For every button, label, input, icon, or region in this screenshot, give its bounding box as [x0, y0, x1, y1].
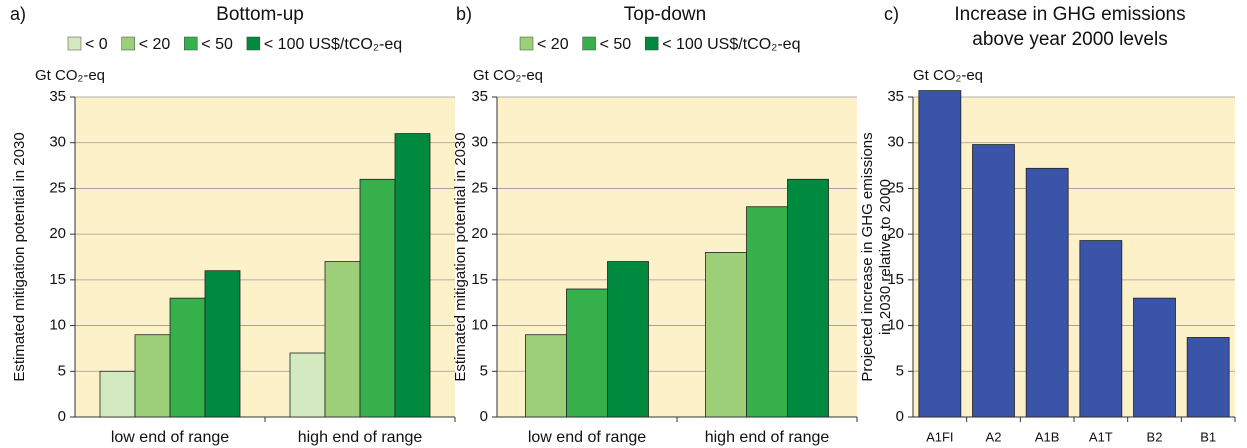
x-tick-label: A1T: [1089, 429, 1113, 444]
bar: [1186, 337, 1230, 418]
y-tick-label: 25: [49, 179, 66, 196]
bar: [99, 370, 136, 418]
bar: [359, 178, 396, 418]
y-tick-label: 35: [49, 88, 66, 105]
y-tick-label: 0: [480, 408, 488, 425]
legend-swatch: [246, 36, 261, 51]
x-tick-label: high end of range: [298, 429, 423, 446]
y-tick-label: 35: [887, 88, 904, 105]
y-tick-label: 30: [887, 134, 904, 151]
y-tick-label: 15: [471, 271, 488, 288]
y-tick-label: 0: [896, 408, 904, 425]
unit-label: Gt CO₂-eq: [913, 67, 983, 84]
y-tick-label: 10: [49, 317, 66, 334]
bar: [972, 144, 1015, 418]
bar: [394, 133, 431, 418]
legend-swatch: [184, 36, 198, 51]
bar: [204, 270, 241, 418]
x-tick-label: high end of range: [705, 429, 830, 446]
bar: [324, 261, 361, 418]
bar: [607, 261, 649, 418]
y-axis-label: Estimated mitigation potential in 2030: [11, 132, 28, 381]
y-tick-label: 5: [480, 362, 488, 379]
y-tick-label: 5: [896, 362, 904, 379]
bar: [746, 206, 788, 418]
legend-label: < 20: [139, 36, 171, 53]
y-tick-label: 20: [471, 225, 488, 242]
x-tick-label: A2: [986, 429, 1002, 444]
x-tick-label: low end of range: [528, 429, 646, 446]
chart-title: Increase in GHG emissions: [954, 4, 1185, 25]
legend-label: < 50: [600, 36, 632, 53]
x-tick-label: B1: [1200, 429, 1216, 444]
y-tick-label: 30: [49, 134, 66, 151]
bar: [525, 334, 567, 418]
y-axis-label: Estimated mitigation potential in 2030: [452, 132, 469, 381]
y-tick-label: 25: [887, 179, 904, 196]
y-tick-label: 0: [58, 408, 66, 425]
bar: [1133, 297, 1176, 418]
legend-label: < 0: [85, 36, 108, 53]
y-tick-label: 25: [471, 179, 488, 196]
y-tick-label: 35: [471, 88, 488, 105]
y-axis-label: Projected increase in GHG emissions: [859, 132, 876, 381]
x-tick-label: B2: [1147, 429, 1163, 444]
bar: [705, 252, 747, 418]
legend-label: < 20: [537, 36, 569, 53]
x-tick-label: A1B: [1035, 429, 1060, 444]
legend-swatch: [644, 36, 659, 51]
legend-swatch: [519, 36, 534, 51]
legend-label: < 100 US$/tCO₂-eq: [264, 36, 402, 53]
bar: [1025, 167, 1069, 418]
bar: [1079, 240, 1123, 418]
unit-label: Gt CO₂-eq: [35, 67, 105, 84]
bar: [169, 297, 206, 418]
unit-label: Gt CO₂-eq: [473, 67, 543, 84]
legend-swatch: [121, 36, 135, 51]
chart-title: Top-down: [624, 4, 706, 25]
y-tick-label: 20: [887, 225, 904, 242]
x-tick-label: A1FI: [926, 429, 953, 444]
plot-background: [913, 97, 1235, 417]
chart-title: Bottom-up: [216, 4, 304, 25]
bar: [787, 178, 829, 418]
bar: [134, 334, 171, 418]
y-tick-label: 30: [471, 134, 488, 151]
y-tick-label: 15: [887, 271, 904, 288]
panel-label: c): [884, 4, 899, 24]
x-tick-label: low end of range: [111, 429, 229, 446]
panel-label: b): [456, 4, 472, 24]
bar: [918, 90, 962, 418]
panel-label: a): [10, 4, 26, 24]
y-tick-label: 5: [58, 362, 66, 379]
legend-swatch: [582, 36, 596, 51]
y-axis-label: in 2030 relative to 2000: [877, 179, 894, 335]
legend-label: < 50: [201, 36, 233, 53]
chart-title: above year 2000 levels: [972, 29, 1167, 50]
y-tick-label: 15: [49, 271, 66, 288]
bar: [566, 288, 608, 418]
y-tick-label: 10: [471, 317, 488, 334]
legend-label: < 100 US$/tCO₂-eq: [662, 36, 800, 53]
y-tick-label: 10: [887, 317, 904, 334]
bar: [289, 352, 326, 418]
y-tick-label: 20: [49, 225, 66, 242]
legend-swatch: [67, 36, 82, 51]
